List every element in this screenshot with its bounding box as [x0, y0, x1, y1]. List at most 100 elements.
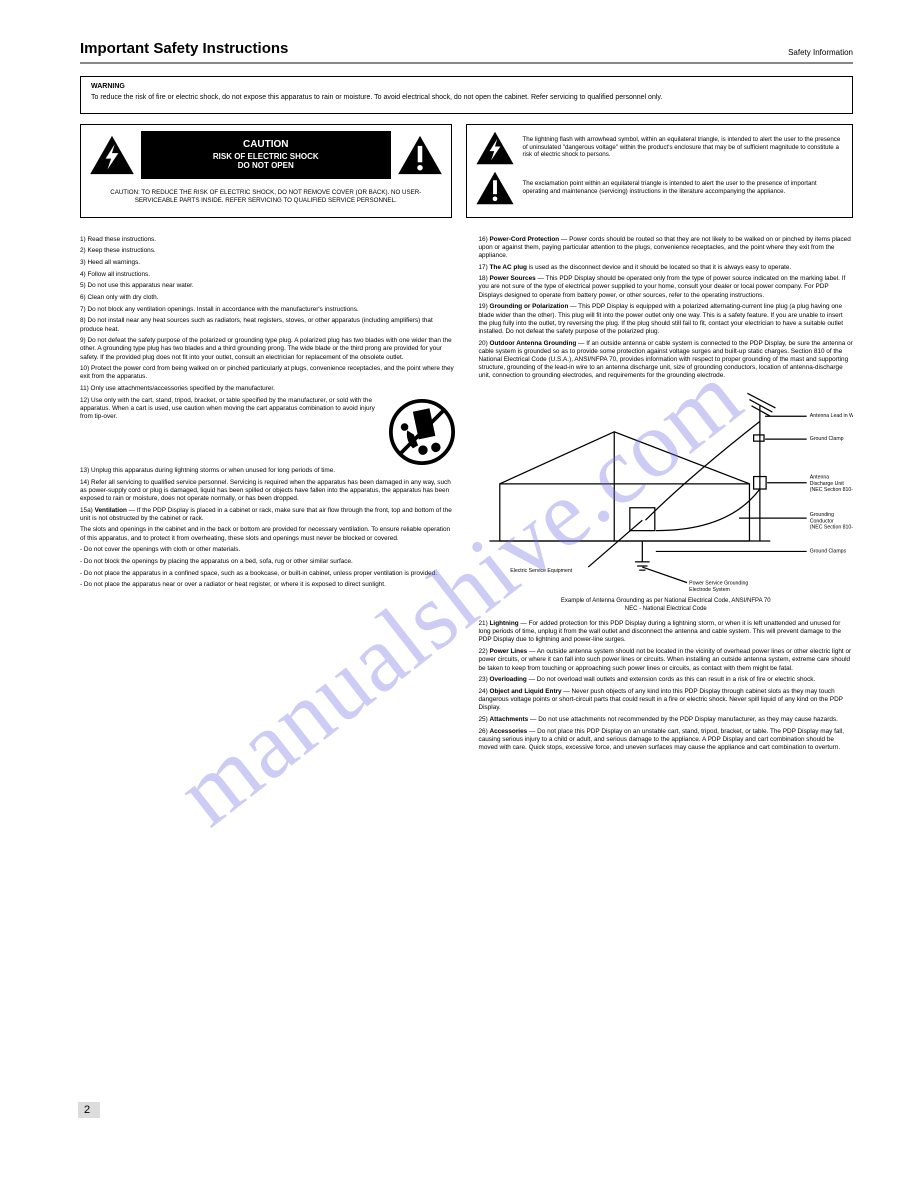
- bolt-icon: [475, 131, 515, 165]
- item-21: 21) Lightning — For added protection for…: [479, 620, 854, 645]
- section-label: Safety Information: [788, 48, 853, 57]
- warning-box: WARNING To reduce the risk of fire or el…: [80, 76, 853, 114]
- item-5: 5) Do not use this apparatus near water.: [80, 282, 455, 290]
- item-23: 23) Overloading — Do not overload wall o…: [479, 676, 854, 684]
- txt: Do not defeat the safety purpose of the …: [80, 337, 452, 360]
- item-17: 17) The AC plug is used as the disconnec…: [479, 264, 854, 272]
- header: Important Safety Instructions Safety Inf…: [80, 40, 853, 64]
- bolt-row: The lightning flash with arrowhead symbo…: [475, 131, 845, 165]
- num: 25): [479, 716, 488, 723]
- item-15a: 15a) Ventilation — If the PDP Display is…: [80, 507, 455, 523]
- content-columns: 1) Read these instructions. 2) Keep thes…: [80, 236, 853, 756]
- col-left: 1) Read these instructions. 2) Keep thes…: [80, 236, 455, 756]
- item-9: 9) Do not defeat the safety purpose of t…: [80, 337, 455, 362]
- bold: Ventilation: [95, 507, 127, 514]
- num: 26): [479, 728, 488, 735]
- item-15b: The slots and openings in the cabinet an…: [80, 526, 455, 542]
- bolt-text: The lightning flash with arrowhead symbo…: [523, 136, 845, 159]
- item-20: 20) Outdoor Antenna Grounding — If an ou…: [479, 340, 854, 381]
- item-12: 12) Use only with the cart, stand, tripo…: [80, 397, 455, 422]
- bold: Lightning: [490, 620, 519, 627]
- txt: Protect the power cord from being walked…: [80, 365, 454, 380]
- lbl-disc1: Antenna: [809, 474, 828, 480]
- num: 6): [80, 294, 86, 301]
- antenna-diagram: Antenna Lead in Wire Ground Clamp Antenn…: [479, 385, 854, 615]
- house-svg: Antenna Lead in Wire Ground Clamp Antenn…: [479, 385, 854, 593]
- txt: — If the PDP Display is placed in a cabi…: [80, 507, 452, 522]
- caution-bottom-text: CAUTION: TO REDUCE THE RISK OF ELECTRIC …: [81, 185, 451, 205]
- txt: Only use attachments/accessories specifi…: [91, 385, 275, 392]
- lbl-cond2: Conductor: [809, 518, 833, 524]
- lbl-disc2: Discharge Unit: [809, 480, 844, 486]
- num: 16): [479, 236, 488, 243]
- item-16: 16) Power-Cord Protection — Power cords …: [479, 236, 854, 261]
- txt: Do not use this apparatus near water.: [87, 282, 193, 289]
- item-2: 2) Keep these instructions.: [80, 247, 455, 255]
- lbl-sys1: Power Service Grounding: [689, 580, 748, 586]
- num: 9): [80, 337, 86, 344]
- txt: — For added protection for this PDP Disp…: [479, 620, 842, 643]
- txt: Do not block any ventilation openings. I…: [87, 306, 358, 313]
- num: 1): [80, 236, 86, 243]
- exclaim-row: The exclamation point within an equilate…: [475, 171, 845, 205]
- num: 13): [80, 467, 89, 474]
- item-19: 19) Grounding or Polarization — This PDP…: [479, 303, 854, 336]
- item-15f: - Do not place the apparatus near or ove…: [80, 581, 455, 589]
- txt: — Do not overload wall outlets and exten…: [527, 676, 815, 683]
- bold: Overloading: [490, 676, 527, 683]
- item-6: 6) Clean only with dry cloth.: [80, 294, 455, 302]
- item-1: 1) Read these instructions.: [80, 236, 455, 244]
- txt: Clean only with dry cloth.: [87, 294, 158, 301]
- cart-tip-icon: [389, 399, 455, 465]
- num: 20): [479, 340, 488, 347]
- num: 7): [80, 306, 86, 313]
- item-25: 25) Attachments — Do not use attachments…: [479, 716, 854, 724]
- bold: Grounding or Polarization: [490, 303, 569, 310]
- item-18: 18) Power Sources — This PDP Display sho…: [479, 275, 854, 300]
- txt: Use only with the cart, stand, tripod, b…: [80, 397, 375, 420]
- bold: The AC plug: [490, 264, 527, 271]
- lbl-unit: Electric Service Equipment: [510, 568, 573, 574]
- txt: — An outside antenna system should not b…: [479, 648, 852, 671]
- item-10: 10) Protect the power cord from being wa…: [80, 365, 455, 381]
- txt: Refer all servicing to qualified service…: [80, 479, 451, 502]
- item-24: 24) Object and Liquid Entry — Never push…: [479, 688, 854, 713]
- caution-line2: RISK OF ELECTRIC SHOCK: [153, 152, 379, 162]
- txt: — Do not use attachments not recommended…: [528, 716, 838, 723]
- num: 19): [479, 303, 488, 310]
- item-15e: - Do not place the apparatus in a confin…: [80, 570, 455, 578]
- caution-row: CAUTION RISK OF ELECTRIC SHOCK DO NOT OP…: [80, 124, 853, 218]
- bolt-icon: [89, 135, 135, 175]
- num: 10): [80, 365, 89, 372]
- caution-top: CAUTION RISK OF ELECTRIC SHOCK DO NOT OP…: [81, 125, 451, 185]
- bold: Accessories: [490, 728, 528, 735]
- txt: Do not install near any heat sources suc…: [80, 317, 433, 332]
- num: 24): [479, 688, 488, 695]
- txt: Keep these instructions.: [87, 247, 155, 254]
- num: 5): [80, 282, 86, 289]
- num: 12): [80, 397, 89, 404]
- page: Important Safety Instructions Safety Inf…: [0, 0, 918, 1188]
- num: 3): [80, 259, 86, 266]
- item-7: 7) Do not block any ventilation openings…: [80, 306, 455, 314]
- bold: Power Sources: [490, 275, 536, 282]
- lbl-cond1: Grounding: [809, 512, 833, 518]
- num: 14): [80, 479, 89, 486]
- item-3: 3) Heed all warnings.: [80, 259, 455, 267]
- warning-body: To reduce the risk of fire or electric s…: [91, 94, 842, 103]
- warning-title: WARNING: [91, 83, 842, 92]
- symbol-box: The lightning flash with arrowhead symbo…: [466, 124, 854, 218]
- bold: Attachments: [490, 716, 529, 723]
- txt: Read these instructions.: [87, 236, 156, 243]
- caution-box: CAUTION RISK OF ELECTRIC SHOCK DO NOT OP…: [80, 124, 452, 218]
- lbl-sys2: Electrode System: [689, 586, 730, 592]
- txt: — Do not place this PDP Display on an un…: [479, 728, 845, 751]
- bold: Outdoor Antenna Grounding: [490, 340, 577, 347]
- txt: Heed all warnings.: [87, 259, 140, 266]
- num: 23): [479, 676, 488, 683]
- item-14: 14) Refer all servicing to qualified ser…: [80, 479, 455, 504]
- caution-line3: DO NOT OPEN: [153, 161, 379, 171]
- item-4: 4) Follow all instructions.: [80, 271, 455, 279]
- txt: Follow all instructions.: [87, 271, 150, 278]
- caution-line1: CAUTION: [153, 139, 379, 151]
